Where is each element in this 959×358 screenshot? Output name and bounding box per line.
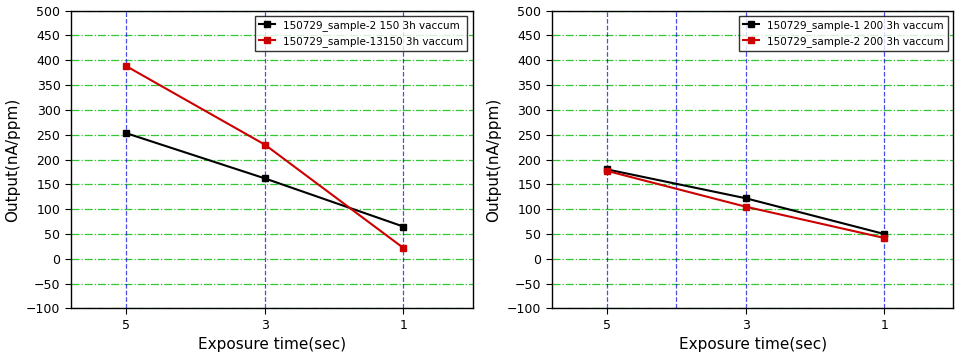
Line: 150729_sample-1 200 3h vaccum: 150729_sample-1 200 3h vaccum: [604, 166, 888, 237]
Y-axis label: Output(nA/ppm): Output(nA/ppm): [6, 97, 20, 222]
150729_sample-2 200 3h vaccum: [878, 236, 890, 240]
Y-axis label: Output(nA/ppm): Output(nA/ppm): [486, 97, 502, 222]
X-axis label: Exposure time(sec): Exposure time(sec): [198, 338, 346, 352]
150729_sample-1 200 3h vaccum: [740, 196, 752, 200]
150729_sample-2 150 3h vaccum: [259, 176, 270, 180]
150729_sample-13150 3h vaccum: [259, 142, 270, 147]
150729_sample-13150 3h vaccum: [121, 64, 132, 68]
X-axis label: Exposure time(sec): Exposure time(sec): [679, 338, 827, 352]
150729_sample-2 200 3h vaccum: [740, 204, 752, 209]
Line: 150729_sample-13150 3h vaccum: 150729_sample-13150 3h vaccum: [123, 63, 407, 251]
Line: 150729_sample-2 150 3h vaccum: 150729_sample-2 150 3h vaccum: [123, 130, 407, 230]
150729_sample-13150 3h vaccum: [398, 246, 409, 250]
150729_sample-2 150 3h vaccum: [398, 224, 409, 229]
Legend: 150729_sample-2 150 3h vaccum, 150729_sample-13150 3h vaccum: 150729_sample-2 150 3h vaccum, 150729_sa…: [255, 16, 467, 51]
150729_sample-2 150 3h vaccum: [121, 131, 132, 135]
Line: 150729_sample-2 200 3h vaccum: 150729_sample-2 200 3h vaccum: [604, 168, 888, 241]
150729_sample-1 200 3h vaccum: [878, 232, 890, 236]
150729_sample-1 200 3h vaccum: [601, 167, 613, 171]
Legend: 150729_sample-1 200 3h vaccum, 150729_sample-2 200 3h vaccum: 150729_sample-1 200 3h vaccum, 150729_sa…: [739, 16, 948, 51]
150729_sample-2 200 3h vaccum: [601, 169, 613, 173]
